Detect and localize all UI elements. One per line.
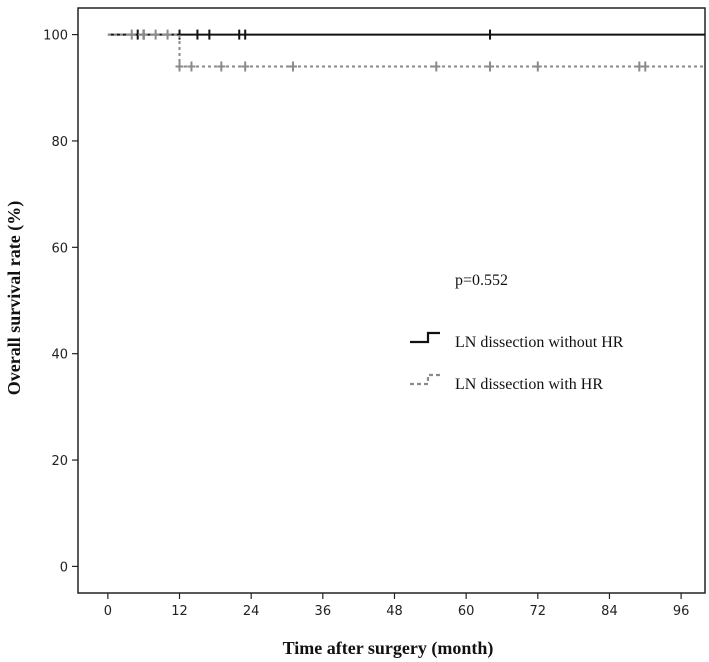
x-tick-label: 72 (530, 604, 547, 619)
x-tick-label: 36 (315, 604, 332, 619)
survival-curve (107, 33, 705, 68)
plot-frame (77, 7, 706, 594)
y-axis-title: Overall survival rate (%) (4, 201, 25, 395)
series-layer (107, 29, 705, 72)
x-tick-label: 96 (673, 604, 690, 619)
legend-label-with-hr: LN dissection with HR (455, 376, 603, 393)
legend: LN dissection without HR LN dissection w… (410, 331, 624, 393)
series-without-hr (107, 29, 705, 40)
p-value-annotation: p=0.552 (455, 272, 508, 289)
y-tick-label: 40 (51, 348, 68, 363)
y-tick-label: 100 (43, 29, 68, 44)
x-tick-label: 24 (243, 604, 260, 619)
y-tick-label: 0 (60, 560, 68, 575)
y-tick-label: 20 (51, 454, 68, 469)
legend-line-without-hr (410, 331, 440, 344)
x-axis-title: Time after surgery (month) (283, 638, 494, 659)
x-tick-label: 84 (601, 604, 618, 619)
legend-line-with-hr (410, 373, 440, 386)
y-tick-label: 60 (51, 241, 68, 256)
x-tick-label: 48 (386, 604, 403, 619)
y-tick-label: 80 (51, 135, 68, 150)
legend-label-without-hr: LN dissection without HR (455, 334, 624, 351)
y-axis: 0 20 40 60 80 100 (43, 29, 78, 575)
x-tick-label: 0 (104, 604, 112, 619)
x-tick-label: 12 (171, 604, 188, 619)
x-axis: 0 12 24 36 48 60 72 84 96 (104, 593, 690, 619)
x-tick-label: 60 (458, 604, 475, 619)
series-with-hr (107, 29, 705, 72)
